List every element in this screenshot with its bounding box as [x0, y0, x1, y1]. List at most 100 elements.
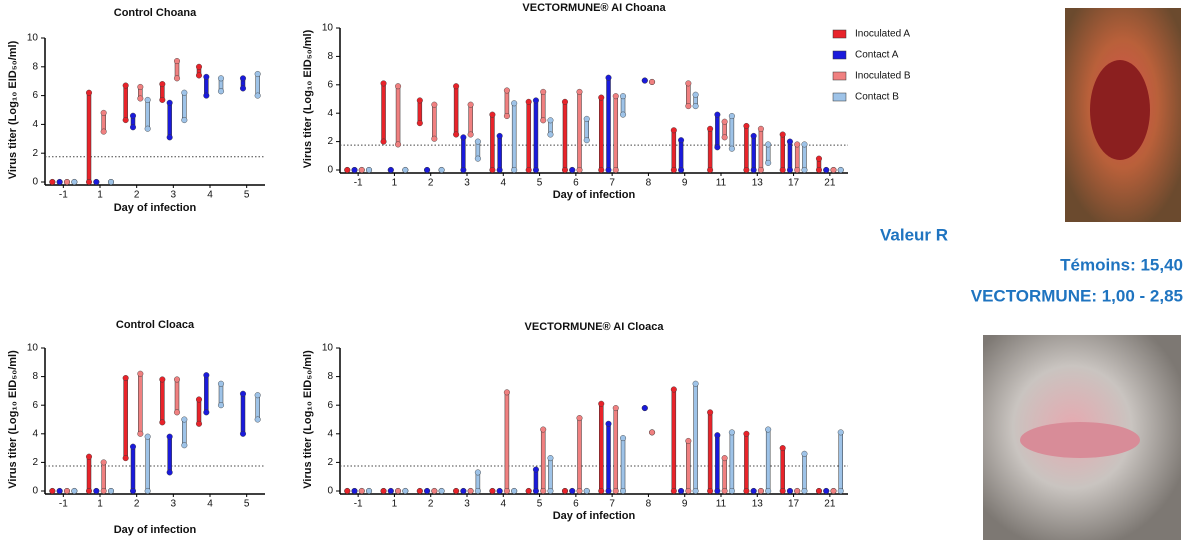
high-point — [366, 166, 373, 173]
x-tick-label: 4 — [501, 499, 507, 510]
legend-label: Inoculated B — [855, 71, 911, 82]
high-point — [85, 89, 92, 96]
high-point — [837, 166, 844, 173]
x-axis-label: Day of infection — [114, 524, 197, 536]
low-point — [540, 488, 547, 495]
high-point — [620, 93, 627, 100]
side-line: Témoins: 15,40 — [1060, 255, 1183, 274]
range-bar — [838, 432, 843, 492]
low-point — [743, 166, 750, 173]
y-tick-label: 8 — [327, 371, 333, 382]
high-point — [438, 488, 445, 495]
high-point — [532, 466, 539, 473]
high-point — [714, 111, 721, 118]
high-point — [474, 138, 481, 145]
high-point — [217, 75, 224, 82]
high-point — [678, 488, 685, 495]
low-point — [707, 166, 714, 173]
high-point — [779, 445, 786, 452]
high-point — [166, 433, 173, 440]
x-tick-label: 1 — [392, 499, 398, 510]
low-point — [801, 166, 808, 173]
x-tick-label: 2 — [428, 178, 434, 189]
low-point — [721, 488, 728, 495]
high-point — [649, 429, 656, 436]
high-point — [583, 488, 590, 495]
range-bar — [86, 92, 92, 183]
range-bar — [182, 419, 187, 446]
x-tick-label: 21 — [824, 178, 836, 189]
range-bar — [497, 135, 502, 171]
high-point — [395, 488, 402, 495]
high-point — [49, 178, 56, 185]
range-bar — [599, 97, 604, 171]
range-bar — [123, 85, 128, 121]
low-point — [144, 125, 151, 132]
high-point — [496, 132, 503, 139]
range-bar — [533, 100, 539, 171]
high-point — [583, 115, 590, 122]
range-bar — [240, 393, 246, 435]
range-bar — [693, 383, 698, 492]
range-bar — [533, 469, 539, 492]
range-bar — [130, 446, 136, 492]
high-point — [728, 429, 735, 436]
high-point — [489, 488, 496, 495]
legend-swatch — [832, 71, 847, 81]
high-point — [387, 488, 394, 495]
low-point — [605, 488, 612, 495]
range-bar — [686, 440, 691, 492]
high-point — [641, 405, 648, 412]
high-point — [402, 166, 409, 173]
low-point — [598, 166, 605, 173]
high-point — [144, 433, 151, 440]
range-bar — [417, 100, 423, 124]
high-point — [721, 455, 728, 462]
low-point — [503, 488, 510, 495]
low-point — [620, 111, 627, 118]
y-tick-label: 4 — [32, 119, 38, 130]
high-point — [561, 488, 568, 495]
low-point — [173, 75, 180, 82]
range-bar — [381, 83, 386, 142]
high-point — [612, 93, 619, 100]
high-point — [63, 178, 70, 185]
y-tick-label: 6 — [32, 90, 38, 101]
legend-swatch — [832, 50, 847, 60]
high-point — [424, 488, 431, 495]
y-axis-label: Virus titer (Log₁₀ EID₅₀/ml) — [302, 29, 314, 168]
high-point — [496, 488, 503, 495]
low-point — [794, 166, 801, 173]
y-tick-label: 8 — [32, 371, 38, 382]
y-tick-label: 6 — [32, 400, 38, 411]
y-tick-label: 4 — [32, 428, 38, 439]
low-point — [460, 166, 467, 173]
chart-title: VECTORMUNE® AI Cloaca — [525, 321, 665, 333]
low-point — [547, 131, 554, 138]
high-point — [453, 83, 460, 90]
x-tick-label: 17 — [788, 499, 800, 510]
high-point — [424, 166, 431, 173]
range-bar — [548, 457, 553, 492]
high-point — [358, 488, 365, 495]
range-bar — [584, 118, 589, 141]
high-point — [794, 488, 801, 495]
x-tick-label: 1 — [97, 499, 103, 510]
high-point — [707, 409, 714, 416]
high-point — [351, 166, 358, 173]
low-point — [598, 488, 605, 495]
high-point — [511, 488, 518, 495]
low-point — [467, 131, 474, 138]
low-point — [217, 402, 224, 409]
x-tick-label: -1 — [59, 499, 68, 510]
high-point — [358, 166, 365, 173]
low-point — [714, 488, 721, 495]
high-point — [678, 137, 685, 144]
low-point — [765, 488, 772, 495]
range-bar — [715, 434, 720, 492]
high-point — [728, 113, 735, 120]
range-bar — [145, 99, 150, 129]
photo-detail — [1020, 422, 1140, 458]
low-point — [395, 141, 402, 148]
high-point — [503, 87, 510, 94]
